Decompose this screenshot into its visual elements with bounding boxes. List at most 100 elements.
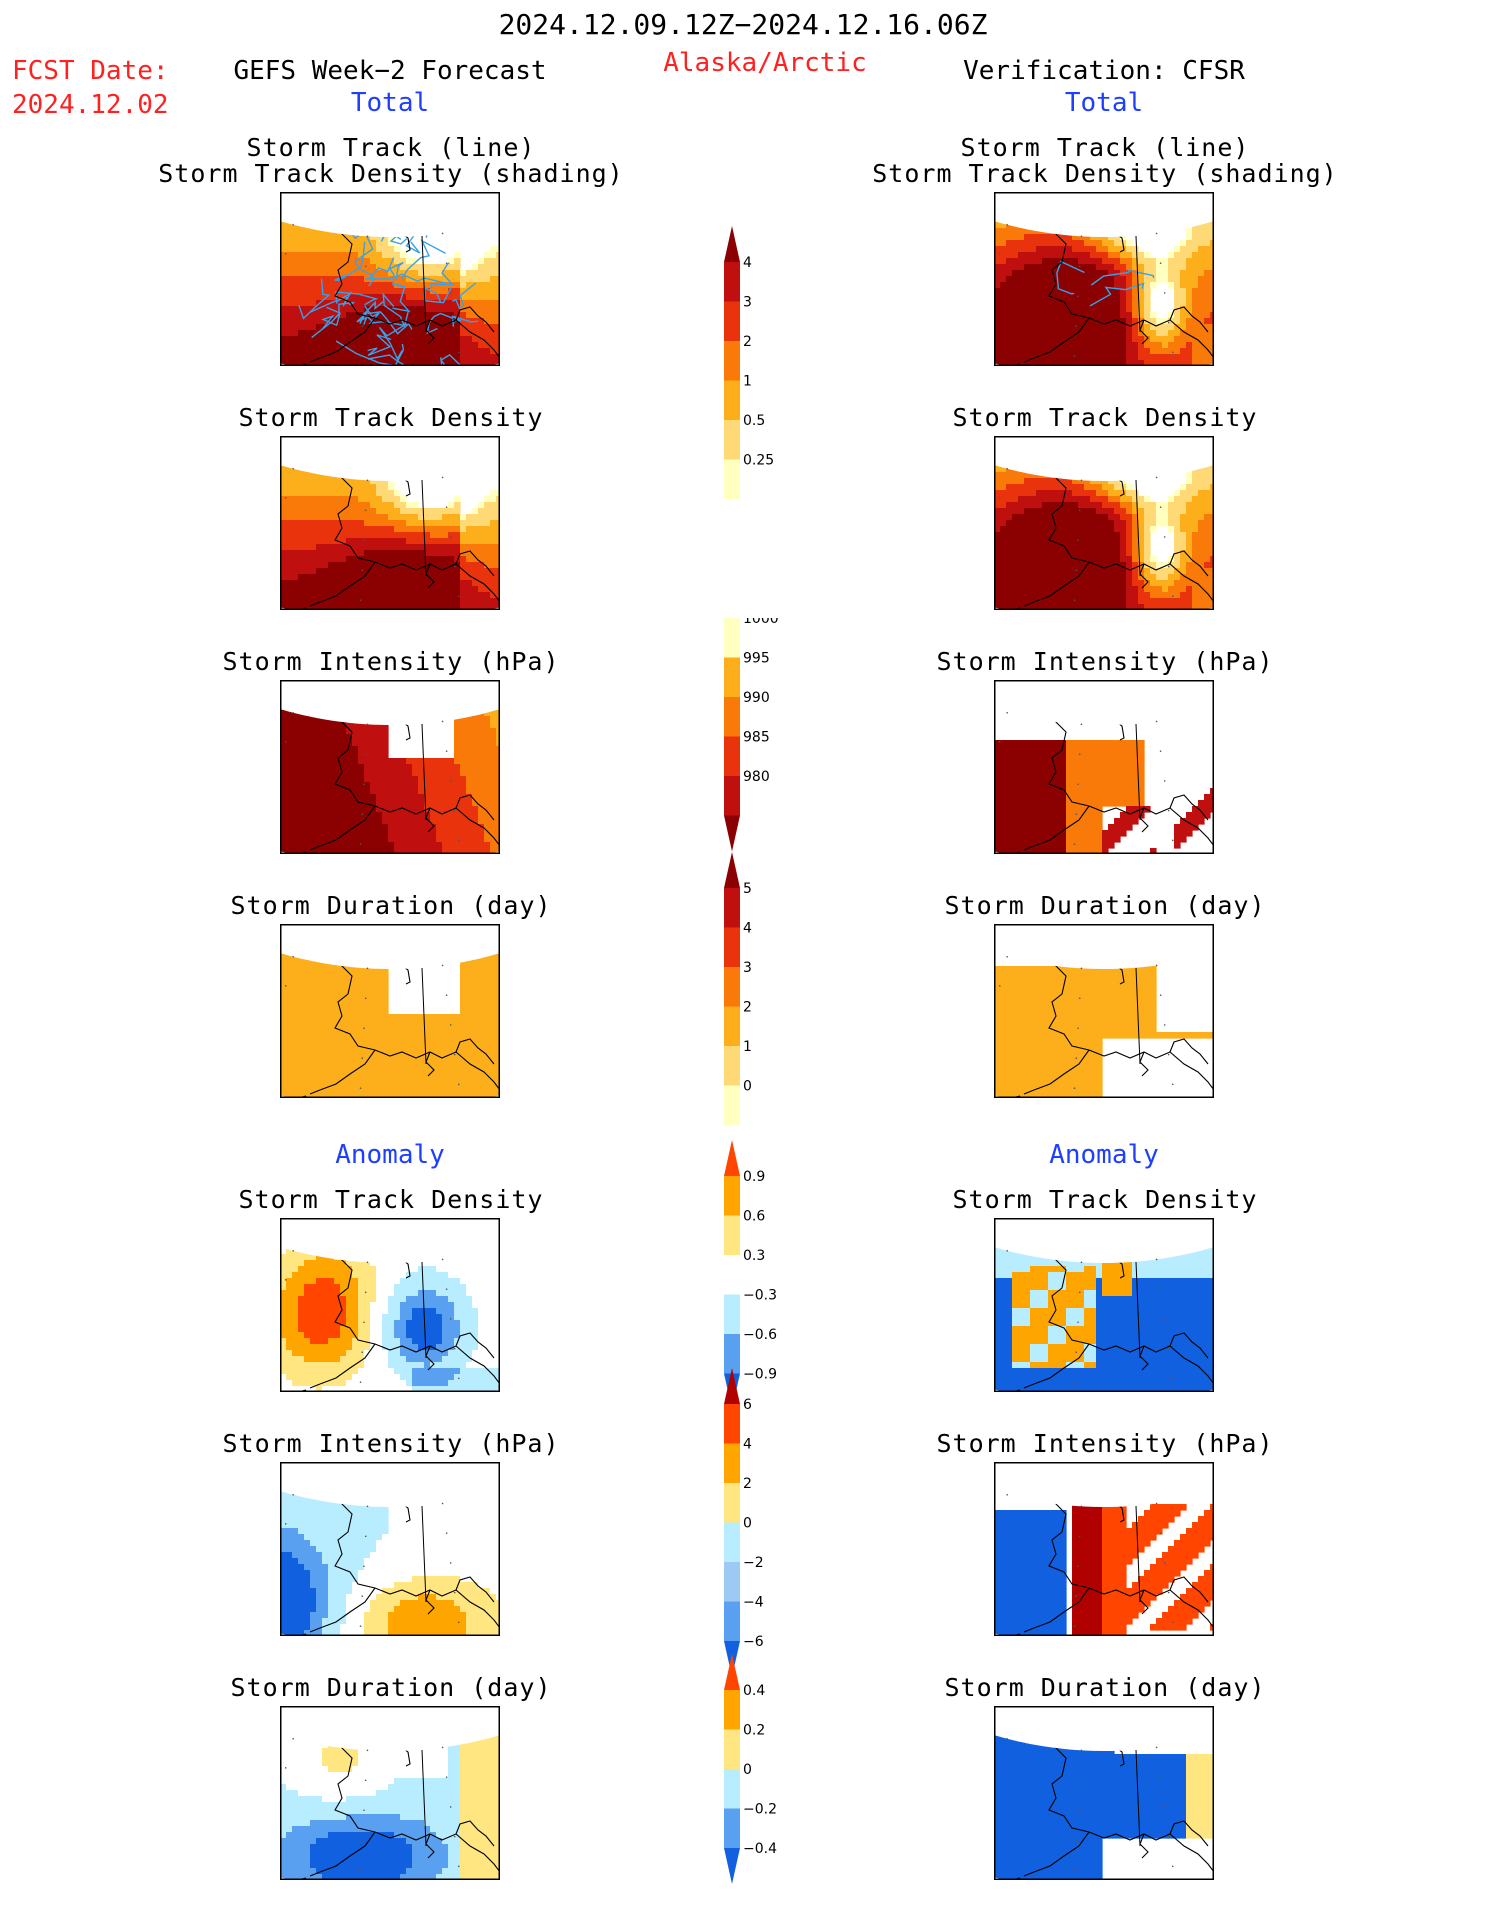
cb-duration: 5 4 3 2 1 0 — [724, 852, 752, 1125]
fcst-density-coastline — [297, 475, 500, 610]
obs-density-border-line — [1135, 479, 1141, 577]
obs-anom-duration-graticule — [998, 1737, 1174, 1871]
cb-intensity: 1000 995 990 985 980 — [724, 618, 779, 852]
obs-anom-intensity-frame — [994, 1462, 1214, 1636]
left-anomaly-header: Anomaly — [335, 1140, 445, 1170]
cb-anom-duration-swatch-3 — [724, 1769, 740, 1809]
obs-anom-density-title-1: Storm Track Density — [952, 1185, 1258, 1214]
fcst-anom-intensity-map — [280, 1462, 500, 1636]
cb-anom-duration-label-2: 0 — [743, 1762, 752, 1778]
obs-anom-intensity-coastline — [1011, 1501, 1214, 1636]
fcst-duration-frame — [280, 924, 500, 1098]
cb-intensity-swatch-2 — [724, 697, 740, 737]
cb-anom-density-label-2: 0.3 — [743, 1248, 765, 1264]
cb-anom-duration-swatch-2 — [724, 1729, 740, 1769]
fcst-anom-density-frame — [280, 1218, 500, 1392]
obs-track-graticule — [998, 223, 1174, 357]
fcst-anom-duration-coastline — [297, 1745, 500, 1880]
cb-anom-intensity-swatch-0 — [724, 1368, 740, 1404]
cb-anom-intensity-swatch-4 — [724, 1522, 740, 1562]
cb-intensity-swatch-3 — [724, 736, 740, 776]
cb-duration-swatch-0 — [724, 852, 740, 888]
cb-duration-swatch-6 — [724, 1085, 740, 1125]
fcst-track-storm-tracks — [298, 192, 479, 366]
fcst-track-border-line — [421, 235, 427, 333]
obs-track-title-1: Storm Track (line) — [960, 133, 1250, 162]
left-column-title: GEFS Week−2 Forecast — [233, 56, 547, 86]
cb-duration-swatch-3 — [724, 967, 740, 1007]
cb-intensity-swatch-1 — [724, 657, 740, 697]
fcst-intensity-map — [280, 680, 500, 854]
fcst-date-value: 2024.12.02 — [12, 90, 169, 120]
cb-anom-intensity-swatch-2 — [724, 1443, 740, 1483]
obs-anom-density-map — [994, 1218, 1214, 1392]
cb-duration-label-1: 4 — [743, 921, 752, 937]
cb-density-swatch-1 — [724, 262, 740, 302]
cb-anom-density-swatch-1 — [724, 1176, 740, 1216]
cb-anom-intensity-label-2: 2 — [743, 1476, 752, 1492]
cb-density-swatch-5 — [724, 420, 740, 460]
cb-density-swatch-0 — [724, 226, 740, 262]
obs-duration-title-1: Storm Duration (day) — [944, 891, 1266, 920]
region-label: Alaska/Arctic — [663, 48, 867, 78]
cb-anom-density-swatch-2 — [724, 1215, 740, 1255]
obs-track-title-2: Storm Track Density (shading) — [872, 159, 1338, 188]
cb-density-swatch-2 — [724, 301, 740, 341]
obs-track-frame — [994, 192, 1214, 366]
fcst-duration-title-1: Storm Duration (day) — [230, 891, 552, 920]
cb-duration-label-2: 3 — [743, 960, 752, 976]
obs-duration-map — [994, 924, 1214, 1098]
obs-anom-density-border-line — [1135, 1261, 1141, 1359]
fcst-anom-duration-title-1: Storm Duration (day) — [230, 1673, 552, 1702]
cb-density-label-3: 1 — [743, 374, 752, 390]
fcst-intensity-border-line — [421, 723, 427, 821]
obs-density-title-1: Storm Track Density — [952, 403, 1258, 432]
obs-anom-intensity-border-line — [1135, 1505, 1141, 1603]
cb-density-swatch-4 — [724, 380, 740, 420]
fcst-density-title-1: Storm Track Density — [238, 403, 544, 432]
cb-anom-intensity-swatch-5 — [724, 1562, 740, 1602]
fcst-anom-duration-border-line — [421, 1749, 427, 1847]
obs-intensity-shading — [994, 740, 1214, 854]
cb-density-swatch-3 — [724, 341, 740, 381]
obs-anom-duration-frame — [994, 1706, 1214, 1880]
fcst-anom-duration-graticule — [284, 1737, 460, 1871]
obs-anom-duration-border-line — [1135, 1749, 1141, 1847]
cb-anom-density-swatch-4 — [724, 1294, 740, 1334]
obs-anom-intensity-graticule — [998, 1493, 1174, 1627]
cb-anom-duration-label-1: 0.2 — [743, 1723, 765, 1739]
cb-density-label-1: 3 — [743, 295, 752, 311]
fcst-anom-density-map — [280, 1218, 500, 1392]
obs-intensity-border-line — [1135, 723, 1141, 821]
fcst-intensity-graticule — [284, 711, 460, 845]
fcst-duration-map — [280, 924, 500, 1098]
cb-intensity-label-2: 990 — [743, 690, 770, 706]
cb-anom-duration-label-0: 0.4 — [743, 1683, 765, 1699]
cb-intensity-label-0: 1000 — [743, 618, 779, 627]
cb-anom-duration-label-4: −0.4 — [743, 1841, 777, 1857]
cb-intensity-swatch-4 — [724, 776, 740, 816]
cb-duration-swatch-5 — [724, 1046, 740, 1086]
obs-anom-intensity-map — [994, 1462, 1214, 1636]
obs-anom-density-frame — [994, 1218, 1214, 1392]
cb-anom-duration-swatch-5 — [724, 1848, 740, 1884]
cb-intensity-swatch-5 — [724, 815, 740, 852]
valid-period: 2024.12.09.12Z−2024.12.16.06Z — [498, 8, 988, 41]
cb-anom-intensity-label-1: 4 — [743, 1437, 752, 1453]
cb-duration-label-0: 5 — [743, 881, 752, 897]
cb-anom-intensity-label-5: −4 — [743, 1595, 764, 1611]
cb-anom-intensity-label-4: −2 — [743, 1555, 764, 1571]
fcst-anom-intensity-title-1: Storm Intensity (hPa) — [222, 1429, 560, 1458]
obs-intensity-map — [994, 680, 1214, 854]
right-column-title: Verification: CFSR — [963, 56, 1245, 86]
right-section-total: Total — [1064, 88, 1144, 118]
cb-anom-density: 0.9 0.6 0.3 −0.3 −0.6 −0.9 — [724, 1140, 777, 1410]
cb-intensity-label-1: 995 — [743, 651, 770, 667]
obs-track-map — [994, 192, 1214, 366]
cb-anom-intensity-label-0: 6 — [743, 1397, 752, 1413]
obs-duration-border-line — [1135, 967, 1141, 1065]
cb-anom-density-label-0: 0.9 — [743, 1169, 765, 1185]
cb-anom-intensity-swatch-6 — [724, 1601, 740, 1641]
cb-anom-duration-swatch-1 — [724, 1690, 740, 1730]
cb-duration-swatch-2 — [724, 927, 740, 967]
